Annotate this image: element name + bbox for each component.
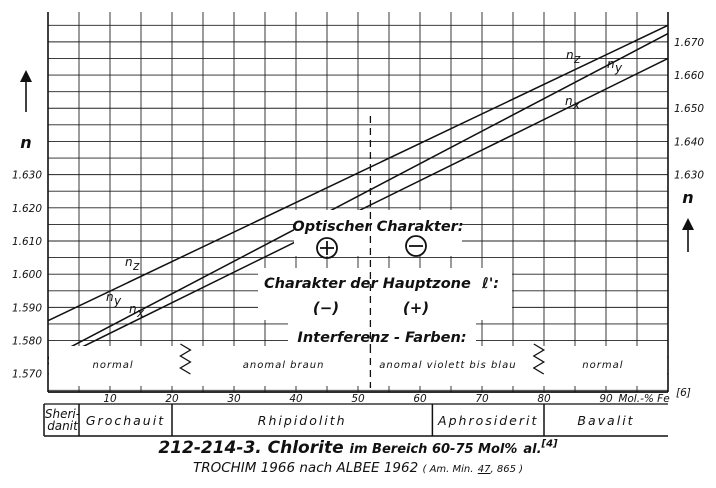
main-zone-left: (−) [313,299,339,317]
arrow-right-head [682,218,694,230]
y-tick-label-left: 1.570 [12,369,42,381]
series-label-sub-z: z [573,52,581,66]
y-tick-label-right: 1.660 [674,70,704,82]
x-tick-label: 60 [413,393,427,405]
x-axis-label-ref: [6] [676,387,691,399]
x-tick-label: 20 [165,393,179,405]
x-tick-label: 70 [475,393,489,405]
caption-source-line: TROCHIM 1966 nach ALBEE 1962 ( Am. Min. … [0,460,716,476]
caption-range: im Bereich 60-75 Mol% [349,442,518,457]
series-label-ny: n [106,290,114,304]
optical-character-label: Optischer Charakter: [292,219,463,235]
x-tick-label: 40 [289,393,303,405]
color-zone-label: anomal violett bis blau [379,360,516,371]
mineral-label: Rhipidolith [258,413,347,428]
plus-circle-icon [316,237,338,259]
series-label-nx: n [565,94,573,108]
series-label-sub-x: x [572,98,581,112]
arrow-left-head [20,70,32,82]
tick-labels: 1.570 1.580 1.590 1.600 1.610 1.620 1.630 1.630… [12,37,704,405]
series-label-nx: n [129,302,137,316]
annotation-bg-zone [258,268,512,320]
caption-suffix: al. [523,442,542,457]
main-zone-symbol: ℓ': [481,276,499,292]
mineral-label: Bavalit [577,413,634,428]
mineral-label: Aphrosiderit [437,413,538,428]
caption-source: TROCHIM 1966 nach ALBEE 1962 [192,460,419,476]
x-tick-label: 80 [537,393,551,405]
caption-journal: ( Am. Min. [422,464,474,475]
series-label-sub-y: y [614,61,623,75]
series-label-ny: n [607,57,615,71]
mineral-bar: Sheri-danit Grochauit Rhipidolith Aphroside… [43,403,668,437]
y-axis-label-left: n [20,133,31,152]
x-axis-label: Mol.-% Fe [618,393,669,405]
y-tick-label-right: 1.670 [674,37,704,49]
y-tick-label-left: 1.580 [12,336,42,348]
color-zone-band [49,346,667,386]
caption-mineral: Chlorite [267,438,344,458]
mineral-label-2: danit [47,419,79,433]
y-axis-label-right: n [682,188,693,207]
y-tick-label-right: 1.640 [674,136,704,148]
interference-label: Interferenz - Farben: [297,330,466,346]
y-tick-label-left: 1.610 [12,236,42,248]
axes [47,12,669,393]
series-label-nz: n [125,255,133,269]
mineral-label: Grochauit [86,413,165,428]
minus-circle-icon [405,235,427,257]
main-zone-right: (+) [403,299,429,317]
y-tick-label-left: 1.600 [12,269,42,281]
caption-volume: 47 [477,464,491,475]
y-tick-label-left: 1.590 [12,302,42,314]
series-label-sub-x: x [136,306,145,320]
y-tick-label-right: 1.630 [674,170,704,182]
main-zone-label: Charakter der Hauptzone [264,276,471,292]
zone-zigzag [179,343,192,375]
mineral-label: Sheri- [45,407,80,421]
series-line-ny [47,32,669,360]
annotation-bg-interference [288,320,476,346]
caption-number: 212-214-3. [158,438,262,458]
series-line-nz [47,24,669,322]
x-tick-label: 30 [227,393,241,405]
caption-pages: , 865 ) [490,464,524,475]
x-tick-label: 10 [103,393,117,405]
y-tick-label-left: 1.620 [12,203,42,215]
color-zone-label: normal [582,360,623,371]
y-tick-label-right: 1.650 [674,103,704,115]
x-tick-label: 50 [351,393,365,405]
color-zone-label: anomal braun [243,360,325,371]
zone-zigzag [532,343,546,375]
annotations: Optischer Charakter: Charakter der Hauptz… [49,116,667,392]
series-label-sub-y: y [113,294,122,308]
x-tick-label: 90 [599,393,613,405]
series-label-sub-z: z [132,259,140,273]
series-label-nz: n [566,48,574,62]
color-zone-label: normal [92,360,133,371]
caption-title: 212-214-3. Chlorite im Bereich 60-75 Mol… [0,438,716,458]
caption-ref: [4] [541,438,558,450]
y-tick-label-left: 1.630 [12,170,42,182]
